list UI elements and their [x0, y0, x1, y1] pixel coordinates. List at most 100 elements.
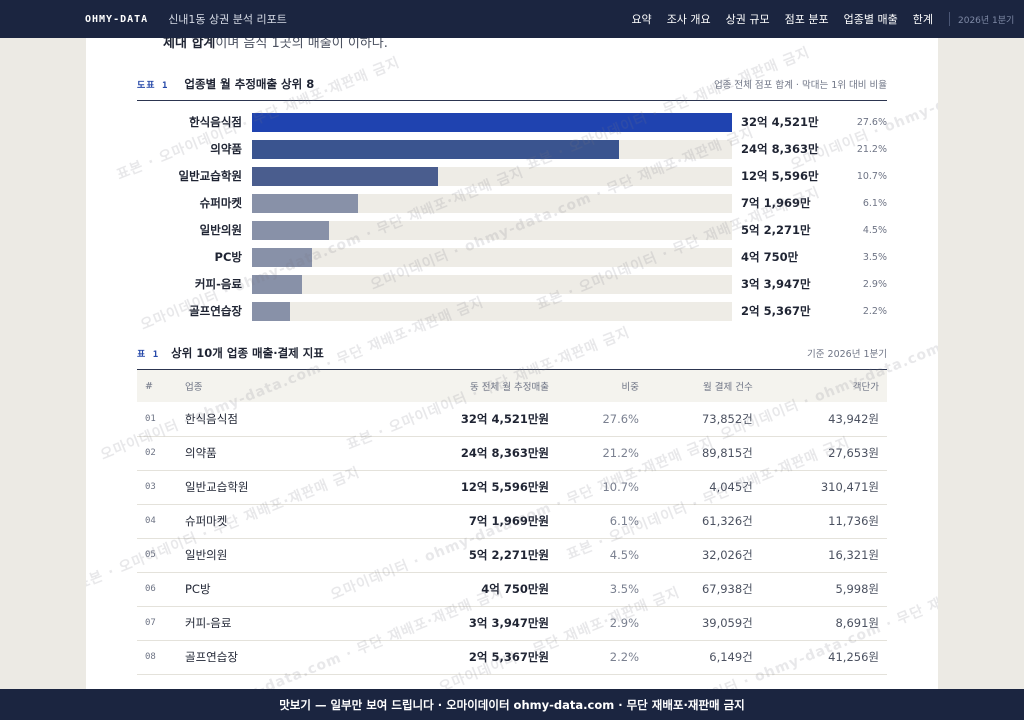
metrics-table: # 업종 동 전체 월 추정매출 비중 월 결제 건수 객단가 01 한식음식점 3…	[137, 370, 887, 675]
bar-track	[252, 275, 732, 294]
table-row: 06 PC방 4억 750만원 3.5% 67,938건 5,998원	[137, 572, 887, 607]
figure-title: 업종별 월 추정매출 상위 8	[184, 77, 315, 91]
table-body: 01 한식음식점 32억 4,521만원 27.6% 73,852건 43,942원 02 의…	[137, 402, 887, 675]
bar-value-label: 5억 2,271만	[741, 223, 811, 237]
bar-share-label: 3.5%	[862, 252, 887, 263]
nav-link-market-size[interactable]: 상권 규모	[725, 13, 770, 26]
figure-header: 도표 1 업종별 월 추정매출 상위 8 업종 전체 점포 합계 · 막대는 1…	[137, 76, 887, 101]
col-header-sales: 동 전체 월 추정매출	[407, 370, 557, 402]
row-industry: 한식음식점	[177, 402, 407, 437]
row-rank: 08	[137, 640, 177, 675]
table-note: 기준 2026년 1분기	[807, 349, 887, 360]
row-rank: 01	[137, 402, 177, 437]
bar-track	[252, 167, 732, 186]
row-rank: 03	[137, 470, 177, 505]
row-rank: 05	[137, 538, 177, 573]
bar	[252, 302, 290, 321]
row-payment-count: 89,815건	[647, 436, 761, 471]
bar	[252, 248, 312, 267]
table-row: 03 일반교습학원 12억 5,596만원 10.7% 4,045건 310,471원	[137, 470, 887, 505]
sales-bar-chart: 한식음식점 32억 4,521만 27.6% 의약품 24억 8,363만 21.2% 일반…	[137, 113, 887, 329]
bar-row: 일반교습학원 12억 5,596만 10.7%	[137, 167, 887, 194]
bar-share-label: 2.9%	[862, 279, 887, 290]
row-sales: 4억 750만원	[407, 572, 557, 607]
row-share: 3.5%	[557, 572, 647, 607]
table-tag: 표 1	[137, 350, 160, 360]
table-title: 상위 10개 업종 매출·결제 지표	[171, 346, 324, 360]
col-header-share: 비중	[557, 370, 647, 402]
table-row: 01 한식음식점 32억 4,521만원 27.6% 73,852건 43,942원	[137, 402, 887, 437]
bar-share-label: 21.2%	[856, 144, 887, 155]
row-share: 2.2%	[557, 640, 647, 675]
bar-row: 슈퍼마켓 7억 1,969만 6.1%	[137, 194, 887, 221]
row-industry: 슈퍼마켓	[177, 504, 407, 539]
nav-link-store-distribution[interactable]: 점포 분포	[784, 13, 829, 26]
row-share: 2.9%	[557, 606, 647, 641]
bar-track	[252, 140, 732, 159]
row-industry: 의약품	[177, 436, 407, 471]
nav-link-summary[interactable]: 요약	[631, 13, 652, 26]
figure-tag: 도표 1	[137, 81, 169, 91]
row-share: 6.1%	[557, 504, 647, 539]
table-row: 05 일반의원 5억 2,271만원 4.5% 32,026건 16,321원	[137, 538, 887, 573]
bar-value-label: 32억 4,521만	[741, 115, 819, 129]
row-sales: 12억 5,596만원	[407, 470, 557, 505]
bar-row: 일반의원 5억 2,271만 4.5%	[137, 221, 887, 248]
table-row: 08 골프연습장 2억 5,367만원 2.2% 6,149건 41,256원	[137, 640, 887, 675]
bar-row: 커피-음료 3억 3,947만 2.9%	[137, 275, 887, 302]
row-rank: 02	[137, 436, 177, 471]
document-title: 신내1동 상권 분석 리포트	[168, 13, 287, 26]
bar-value-label: 24억 8,363만	[741, 142, 819, 156]
row-unit-price: 8,691원	[760, 606, 887, 641]
bar	[252, 275, 302, 294]
row-rank: 07	[137, 606, 177, 641]
col-header-count: 월 결제 건수	[647, 370, 761, 402]
table-row: 04 슈퍼마켓 7억 1,969만원 6.1% 61,326건 11,736원	[137, 504, 887, 539]
row-sales: 5억 2,271만원	[407, 538, 557, 573]
row-payment-count: 61,326건	[647, 504, 761, 539]
bar-row: 골프연습장 2억 5,367만 2.2%	[137, 302, 887, 329]
row-unit-price: 43,942원	[760, 402, 887, 437]
row-payment-count: 39,059건	[647, 606, 761, 641]
nav-link-sales-by-industry[interactable]: 업종별 매출	[843, 13, 898, 26]
row-rank: 06	[137, 572, 177, 607]
report-page: 제대 합계이며 음식 1곳의 매출이 이하다. 도표 1 업종별 월 추정매출 …	[86, 38, 938, 690]
row-industry: 일반의원	[177, 538, 407, 573]
bar-category-label: 일반의원	[199, 223, 242, 237]
table-row: 07 커피-음료 3억 3,947만원 2.9% 39,059건 8,691원	[137, 606, 887, 641]
row-sales: 7억 1,969만원	[407, 504, 557, 539]
nav-link-limitations[interactable]: 한계	[912, 13, 933, 26]
bar-value-label: 12억 5,596만	[741, 169, 819, 183]
row-payment-count: 67,938건	[647, 572, 761, 607]
bar-share-label: 10.7%	[856, 171, 887, 182]
bar-value-label: 2억 5,367만	[741, 304, 811, 318]
bar-row: 한식음식점 32억 4,521만 27.6%	[137, 113, 887, 140]
preview-banner: 맛보기 — 일부만 보여 드립니다 · 오마이데이터 ohmy-data.com…	[0, 689, 1024, 720]
bar-track	[252, 302, 732, 321]
bar	[252, 194, 358, 213]
bar-value-label: 7억 1,969만	[741, 196, 811, 210]
period-label: 2026년 1분기	[958, 15, 1015, 26]
row-share: 10.7%	[557, 470, 647, 505]
bar-category-label: PC방	[214, 250, 242, 264]
bar-track	[252, 221, 732, 240]
row-payment-count: 73,852건	[647, 402, 761, 437]
bar-category-label: 골프연습장	[189, 304, 242, 318]
bar-category-label: 일반교습학원	[178, 169, 242, 183]
bar-category-label: 커피-음료	[194, 277, 242, 291]
bar	[252, 221, 329, 240]
brand-logo[interactable]: OHMY-DATA	[85, 13, 149, 25]
bar-category-label: 한식음식점	[189, 115, 242, 129]
row-payment-count: 32,026건	[647, 538, 761, 573]
nav-link-overview[interactable]: 조사 개요	[666, 13, 711, 26]
row-sales: 2억 5,367만원	[407, 640, 557, 675]
bar	[252, 113, 732, 132]
bar-category-label: 슈퍼마켓	[199, 196, 242, 210]
row-sales: 24억 8,363만원	[407, 436, 557, 471]
row-sales: 32억 4,521만원	[407, 402, 557, 437]
row-payment-count: 4,045건	[647, 470, 761, 505]
row-unit-price: 5,998원	[760, 572, 887, 607]
col-header-unit-price: 객단가	[760, 370, 887, 402]
bar-share-label: 27.6%	[856, 117, 887, 128]
row-industry: 커피-음료	[177, 606, 407, 641]
